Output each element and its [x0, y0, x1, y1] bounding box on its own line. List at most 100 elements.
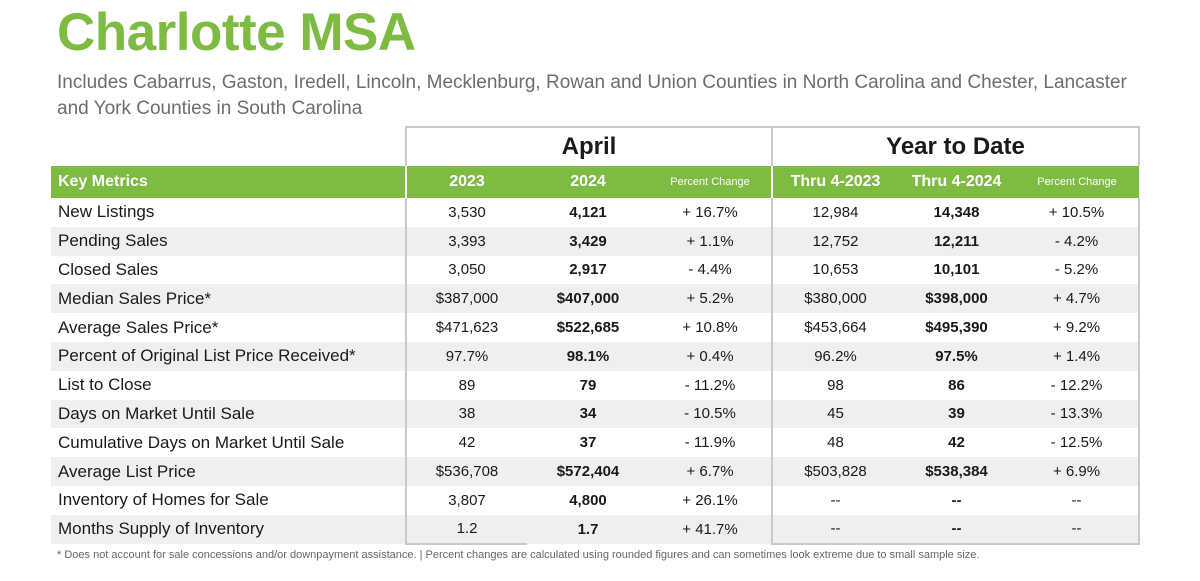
metric-label: New Listings — [51, 198, 406, 227]
april-2024-value: 79 — [527, 370, 649, 400]
april-2024-value: 34 — [527, 399, 649, 429]
april-pct-change: + 0.4% — [649, 341, 772, 371]
ytd-2024-value: 39 — [898, 399, 1015, 429]
april-pct-change: - 4.4% — [649, 255, 772, 285]
ytd-2024-value: 86 — [898, 370, 1015, 400]
key-metrics-table: April Year to Date Key Metrics 2023 2024… — [51, 126, 1141, 545]
col-header-april-pct: Percent Change — [670, 176, 750, 188]
ytd-2024-value: $495,390 — [898, 313, 1015, 342]
metric-label: Cumulative Days on Market Until Sale — [51, 428, 406, 458]
metric-label: Percent of Original List Price Received* — [51, 341, 406, 371]
table-row: Inventory of Homes for Sale 3,807 4,800 … — [51, 485, 1141, 515]
ytd-2024-value: -- — [898, 485, 1015, 515]
april-pct-change: - 11.9% — [649, 428, 772, 458]
ytd-2024-value: 42 — [898, 428, 1015, 458]
ytd-pct-change: + 6.9% — [1015, 457, 1141, 486]
april-2023-value: $536,708 — [405, 457, 527, 486]
april-2024-value: 37 — [527, 428, 649, 458]
col-header-ytd-2023: Thru 4-2023 — [771, 166, 898, 198]
april-2023-value: 3,393 — [405, 226, 527, 256]
col-header-ytd-2024: Thru 4-2024 — [911, 173, 1002, 190]
table-row: Pending Sales 3,393 3,429 + 1.1% 12,752 … — [51, 226, 1141, 256]
april-2024-value: 4,800 — [527, 485, 649, 515]
ytd-2023-value: 96.2% — [771, 341, 898, 371]
column-header-row: Key Metrics 2023 2024 Percent Change Thr… — [51, 166, 1140, 198]
ytd-pct-change: -- — [1015, 514, 1141, 545]
group-spacer — [51, 127, 406, 166]
col-header-april-2024: 2024 — [570, 173, 606, 190]
page-title: Charlotte MSA — [57, 3, 416, 62]
metric-label: Inventory of Homes for Sale — [51, 485, 406, 515]
april-pct-change: + 1.1% — [649, 226, 772, 256]
ytd-pct-change: - 12.5% — [1015, 428, 1141, 458]
table-row: Days on Market Until Sale 38 34 - 10.5% … — [51, 399, 1141, 429]
ytd-2023-value: -- — [771, 485, 898, 515]
april-pct-change: + 41.7% — [649, 514, 772, 544]
table-row: Months Supply of Inventory 1.2 1.7 + 41.… — [51, 514, 1141, 545]
footnote: * Does not account for sale concessions … — [57, 549, 980, 561]
april-2023-value: 89 — [405, 370, 527, 400]
metric-label: Average List Price — [51, 457, 406, 486]
group-header-row: April Year to Date — [51, 126, 1141, 166]
april-2024-value: 2,917 — [527, 255, 649, 285]
april-2023-value: 1.2 — [405, 514, 527, 545]
april-2024-value: 3,429 — [527, 226, 649, 256]
table-row: Cumulative Days on Market Until Sale 42 … — [51, 428, 1141, 458]
table-row: Percent of Original List Price Received*… — [51, 341, 1141, 371]
april-pct-change: + 26.1% — [649, 485, 772, 515]
ytd-2023-value: $453,664 — [771, 313, 898, 342]
ytd-pct-change: + 1.4% — [1015, 341, 1141, 371]
april-2023-value: $387,000 — [405, 284, 527, 314]
ytd-2024-value: $398,000 — [898, 284, 1015, 314]
ytd-2023-value: 12,752 — [771, 226, 898, 256]
table-row: Median Sales Price* $387,000 $407,000 + … — [51, 284, 1141, 314]
metric-label: Median Sales Price* — [51, 284, 406, 314]
ytd-2023-value: 48 — [771, 428, 898, 458]
ytd-2024-value: 97.5% — [898, 341, 1015, 371]
ytd-2023-value: 10,653 — [771, 255, 898, 285]
ytd-pct-change: - 13.3% — [1015, 399, 1141, 429]
group-header-april: April — [405, 126, 772, 166]
ytd-2023-value: $380,000 — [771, 284, 898, 314]
april-2023-value: 38 — [405, 399, 527, 429]
metric-label: Days on Market Until Sale — [51, 399, 406, 429]
col-header-metric: Key Metrics — [58, 173, 148, 190]
april-2024-value: 98.1% — [527, 341, 649, 371]
april-pct-change: + 6.7% — [649, 457, 772, 486]
col-header-april-2023: 2023 — [405, 166, 527, 198]
metric-label: Months Supply of Inventory — [51, 514, 406, 544]
ytd-2024-value: -- — [898, 514, 1015, 545]
ytd-2024-value: $538,384 — [898, 457, 1015, 486]
ytd-2024-value: 12,211 — [898, 226, 1015, 256]
ytd-pct-change: -- — [1015, 485, 1141, 515]
ytd-2024-value: 14,348 — [898, 198, 1015, 227]
april-2024-value: 4,121 — [527, 198, 649, 227]
april-2023-value: 97.7% — [405, 341, 527, 371]
april-pct-change: - 11.2% — [649, 370, 772, 400]
ytd-2023-value: -- — [771, 514, 898, 545]
april-pct-change: + 5.2% — [649, 284, 772, 314]
ytd-pct-change: - 12.2% — [1015, 370, 1141, 400]
april-2024-value: 1.7 — [527, 514, 649, 544]
table-row: Average List Price $536,708 $572,404 + 6… — [51, 457, 1141, 486]
metric-label: List to Close — [51, 370, 406, 400]
april-pct-change: + 16.7% — [649, 198, 772, 227]
ytd-2023-value: 98 — [771, 370, 898, 400]
april-2023-value: $471,623 — [405, 313, 527, 342]
ytd-pct-change: + 4.7% — [1015, 284, 1141, 314]
ytd-pct-change: + 9.2% — [1015, 313, 1141, 342]
ytd-pct-change: - 4.2% — [1015, 226, 1141, 256]
ytd-pct-change: - 5.2% — [1015, 255, 1141, 285]
table-row: Average Sales Price* $471,623 $522,685 +… — [51, 313, 1141, 342]
col-header-ytd-pct: Percent Change — [1037, 176, 1117, 188]
ytd-pct-change: + 10.5% — [1015, 198, 1141, 227]
april-2024-value: $407,000 — [527, 284, 649, 314]
table-row: New Listings 3,530 4,121 + 16.7% 12,984 … — [51, 198, 1141, 227]
page-subtitle: Includes Cabarrus, Gaston, Iredell, Linc… — [57, 72, 1127, 119]
ytd-2023-value: 12,984 — [771, 198, 898, 227]
ytd-2023-value: $503,828 — [771, 457, 898, 486]
april-2023-value: 3,050 — [405, 255, 527, 285]
april-2024-value: $572,404 — [527, 457, 649, 486]
april-pct-change: + 10.8% — [649, 313, 772, 342]
april-2024-value: $522,685 — [527, 313, 649, 342]
